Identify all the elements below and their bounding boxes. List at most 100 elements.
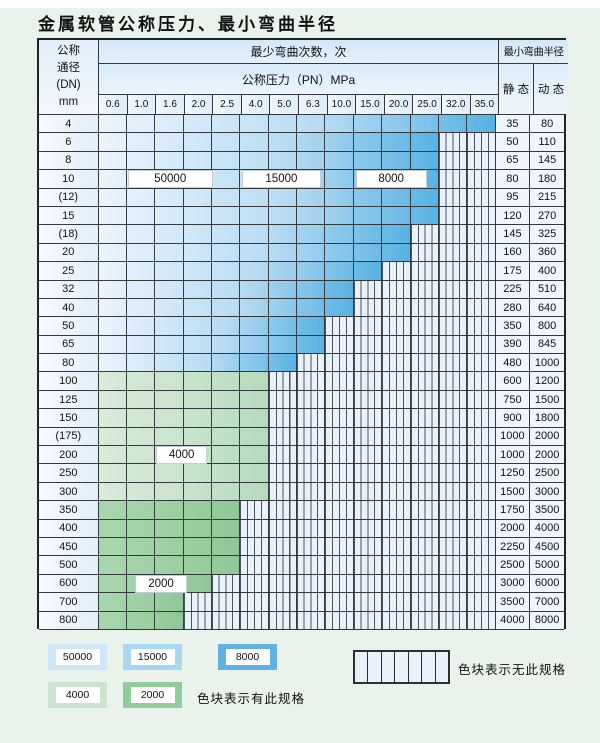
cell-dynamic-radius: 4500 bbox=[529, 537, 564, 556]
cell-has-spec bbox=[296, 151, 324, 170]
cell-no-spec bbox=[296, 446, 325, 464]
cell-no-spec bbox=[352, 537, 382, 556]
cell-no-spec bbox=[381, 556, 410, 574]
cell-no-spec bbox=[324, 537, 353, 556]
cell-no-spec bbox=[466, 501, 495, 519]
cell-has-spec bbox=[154, 390, 182, 409]
cell-no-spec bbox=[437, 206, 467, 225]
zone-count-label: 8000 bbox=[355, 170, 427, 189]
row-pressure-cells bbox=[98, 593, 495, 611]
cell-has-spec bbox=[125, 225, 154, 243]
cell-dynamic-radius: 845 bbox=[529, 335, 564, 354]
cell-static-radius: 225 bbox=[494, 280, 530, 298]
cell-has-spec bbox=[239, 262, 267, 280]
cell-no-spec bbox=[267, 372, 297, 390]
cell-has-spec bbox=[239, 390, 267, 409]
cell-static-radius: 390 bbox=[494, 335, 530, 354]
cell-no-spec bbox=[296, 464, 325, 482]
cell-static-radius: 65 bbox=[494, 151, 530, 170]
table-row: 40 280 640 bbox=[39, 298, 564, 318]
cell-no-spec bbox=[352, 593, 382, 611]
cell-no-spec bbox=[437, 427, 467, 446]
cell-no-spec bbox=[324, 335, 353, 354]
cell-dn: 500 bbox=[39, 556, 99, 574]
table-row: 100 600 1200 bbox=[39, 372, 564, 391]
cell-no-spec bbox=[466, 611, 495, 629]
table-row: 4 35 80 bbox=[39, 115, 564, 134]
cell-static-radius: 2000 bbox=[494, 519, 530, 537]
cell-has-spec bbox=[154, 446, 182, 464]
table-header: 公称 通径 (DN) mm 最少弯曲次数，次 最小弯曲半径 公称压力（PN）MPa 静… bbox=[39, 40, 568, 114]
row-pressure-cells bbox=[98, 206, 495, 225]
cell-has-spec bbox=[381, 225, 409, 243]
cell-has-spec bbox=[154, 225, 182, 243]
cell-has-spec bbox=[239, 170, 267, 188]
cell-static-radius: 80 bbox=[494, 170, 530, 188]
table-row: 600 3000 6000 bbox=[39, 574, 564, 594]
cell-no-spec bbox=[437, 280, 467, 298]
cell-dn: 300 bbox=[39, 482, 99, 501]
cell-has-spec bbox=[210, 501, 239, 519]
cell-no-spec bbox=[352, 372, 382, 390]
row-pressure-cells bbox=[98, 298, 495, 317]
cell-no-spec bbox=[210, 593, 240, 611]
cell-no-spec bbox=[466, 206, 495, 225]
zone-count-label: 50000 bbox=[127, 170, 213, 189]
cell-has-spec bbox=[210, 206, 239, 225]
cell-no-spec bbox=[409, 280, 438, 298]
cell-no-spec bbox=[409, 464, 438, 482]
legend-swatch-15000: 15000 bbox=[123, 644, 182, 670]
cell-static-radius: 3000 bbox=[494, 574, 530, 593]
cell-no-spec bbox=[381, 427, 410, 446]
table-row: 25 175 400 bbox=[39, 262, 564, 281]
cell-dynamic-radius: 640 bbox=[529, 298, 564, 317]
corner-header-dn: 公称 通径 (DN) mm bbox=[39, 40, 99, 114]
legend-swatch-label: 8000 bbox=[225, 649, 270, 665]
cell-has-spec bbox=[239, 280, 267, 298]
cell-has-spec bbox=[324, 225, 352, 243]
cell-has-spec bbox=[182, 115, 211, 133]
cell-no-spec bbox=[437, 593, 467, 611]
cell-no-spec bbox=[466, 170, 495, 188]
cell-has-spec bbox=[154, 206, 182, 225]
table-row: (12) 95 215 bbox=[39, 188, 564, 207]
cell-has-spec bbox=[381, 188, 409, 206]
cell-has-spec bbox=[154, 501, 182, 519]
table-row: 400 2000 4000 bbox=[39, 519, 564, 538]
cell-has-spec bbox=[125, 611, 154, 629]
cell-has-spec bbox=[182, 262, 211, 280]
cell-has-spec bbox=[182, 243, 211, 262]
colored-span bbox=[98, 298, 354, 317]
cell-dynamic-radius: 4000 bbox=[529, 519, 564, 537]
cell-has-spec bbox=[99, 225, 126, 242]
cell-dynamic-radius: 2500 bbox=[529, 464, 564, 482]
cell-static-radius: 120 bbox=[494, 206, 530, 225]
cell-has-spec bbox=[99, 133, 126, 150]
cell-no-spec bbox=[239, 501, 268, 519]
pressure-tick: 5.0 bbox=[269, 95, 299, 114]
cell-has-spec bbox=[125, 151, 154, 170]
cell-has-spec bbox=[182, 464, 211, 482]
cell-no-spec bbox=[324, 482, 353, 501]
cell-no-spec bbox=[409, 556, 438, 574]
cell-has-spec bbox=[409, 133, 438, 151]
cell-has-spec bbox=[125, 446, 154, 464]
cell-has-spec bbox=[267, 206, 296, 225]
cell-has-spec bbox=[99, 483, 126, 500]
cell-has-spec bbox=[267, 354, 296, 372]
cell-no-spec bbox=[409, 519, 438, 537]
cell-has-spec bbox=[324, 243, 352, 262]
static-column-header: 静 态 bbox=[498, 64, 533, 114]
cell-no-spec bbox=[267, 464, 297, 482]
legend-has-spec-note: 色块表示有此规格 bbox=[197, 692, 306, 706]
zone-count-label: 15000 bbox=[241, 170, 322, 189]
cell-has-spec bbox=[239, 225, 267, 243]
colored-span bbox=[98, 225, 410, 243]
cell-no-spec bbox=[466, 593, 495, 611]
cell-has-spec bbox=[296, 243, 324, 262]
row-pressure-cells bbox=[98, 262, 495, 280]
row-pressure-cells bbox=[98, 372, 495, 390]
cell-dynamic-radius: 1200 bbox=[529, 372, 564, 390]
cell-dynamic-radius: 80 bbox=[529, 115, 564, 133]
cell-has-spec bbox=[239, 206, 267, 225]
